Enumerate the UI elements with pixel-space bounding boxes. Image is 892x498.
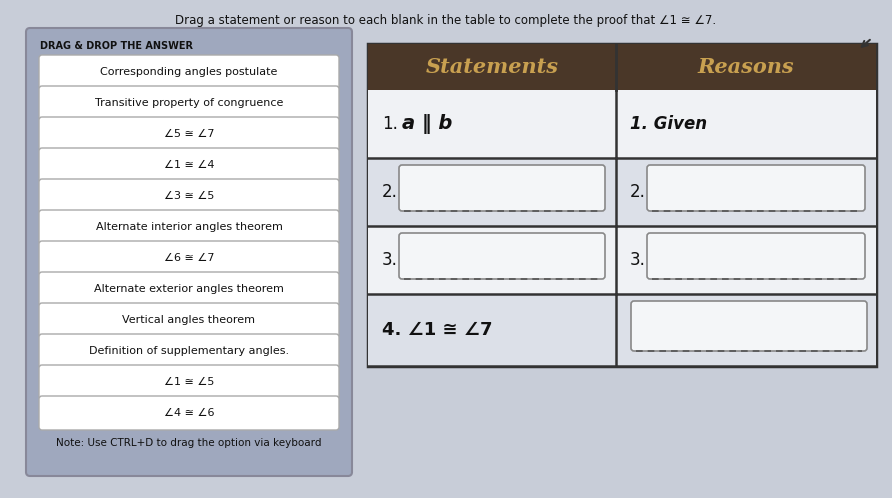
FancyBboxPatch shape bbox=[39, 179, 339, 213]
FancyBboxPatch shape bbox=[39, 117, 339, 151]
Text: Statements: Statements bbox=[425, 57, 558, 77]
Bar bbox=[368, 294, 876, 366]
FancyBboxPatch shape bbox=[399, 165, 605, 211]
FancyBboxPatch shape bbox=[39, 272, 339, 306]
FancyBboxPatch shape bbox=[39, 210, 339, 244]
FancyBboxPatch shape bbox=[39, 303, 339, 337]
FancyBboxPatch shape bbox=[631, 301, 867, 351]
Bar bbox=[368, 44, 876, 90]
Bar bbox=[368, 44, 876, 366]
FancyBboxPatch shape bbox=[39, 396, 339, 430]
Text: ∠3 ≅ ∠5: ∠3 ≅ ∠5 bbox=[164, 191, 214, 201]
Bar bbox=[368, 90, 876, 158]
FancyBboxPatch shape bbox=[39, 148, 339, 182]
Text: Alternate interior angles theorem: Alternate interior angles theorem bbox=[95, 222, 283, 232]
Text: ∠5 ≅ ∠7: ∠5 ≅ ∠7 bbox=[164, 129, 214, 139]
Bar bbox=[368, 158, 876, 226]
Text: 4. ∠1 ≅ ∠7: 4. ∠1 ≅ ∠7 bbox=[382, 321, 492, 339]
Text: ∠6 ≅ ∠7: ∠6 ≅ ∠7 bbox=[164, 253, 214, 263]
Text: Alternate exterior angles theorem: Alternate exterior angles theorem bbox=[94, 284, 284, 294]
Text: 1. Given: 1. Given bbox=[630, 115, 707, 133]
Text: Vertical angles theorem: Vertical angles theorem bbox=[122, 315, 255, 325]
Text: Transitive property of congruence: Transitive property of congruence bbox=[95, 98, 283, 108]
FancyBboxPatch shape bbox=[647, 233, 865, 279]
Text: Reasons: Reasons bbox=[698, 57, 794, 77]
Text: 2.: 2. bbox=[630, 183, 646, 201]
FancyBboxPatch shape bbox=[39, 55, 339, 89]
Bar bbox=[368, 226, 876, 294]
Text: 3.: 3. bbox=[630, 251, 646, 269]
FancyBboxPatch shape bbox=[39, 365, 339, 399]
Text: 2.: 2. bbox=[382, 183, 398, 201]
Text: 3.: 3. bbox=[382, 251, 398, 269]
Text: Drag a statement or reason to each blank in the table to complete the proof that: Drag a statement or reason to each blank… bbox=[176, 14, 716, 27]
Text: Corresponding angles postulate: Corresponding angles postulate bbox=[100, 67, 277, 77]
Text: ∠1 ≅ ∠4: ∠1 ≅ ∠4 bbox=[164, 160, 214, 170]
FancyBboxPatch shape bbox=[39, 334, 339, 368]
Text: a ‖ b: a ‖ b bbox=[402, 114, 452, 134]
FancyBboxPatch shape bbox=[39, 86, 339, 120]
FancyBboxPatch shape bbox=[399, 233, 605, 279]
FancyBboxPatch shape bbox=[647, 165, 865, 211]
FancyBboxPatch shape bbox=[26, 28, 352, 476]
Text: Definition of supplementary angles.: Definition of supplementary angles. bbox=[89, 346, 289, 356]
Text: Note: Use CTRL+D to drag the option via keyboard: Note: Use CTRL+D to drag the option via … bbox=[56, 438, 322, 448]
Text: DRAG & DROP THE ANSWER: DRAG & DROP THE ANSWER bbox=[40, 41, 193, 51]
FancyBboxPatch shape bbox=[39, 241, 339, 275]
Text: ∠4 ≅ ∠6: ∠4 ≅ ∠6 bbox=[164, 408, 214, 418]
Text: 1.: 1. bbox=[382, 115, 398, 133]
Text: ∠1 ≅ ∠5: ∠1 ≅ ∠5 bbox=[164, 377, 214, 387]
